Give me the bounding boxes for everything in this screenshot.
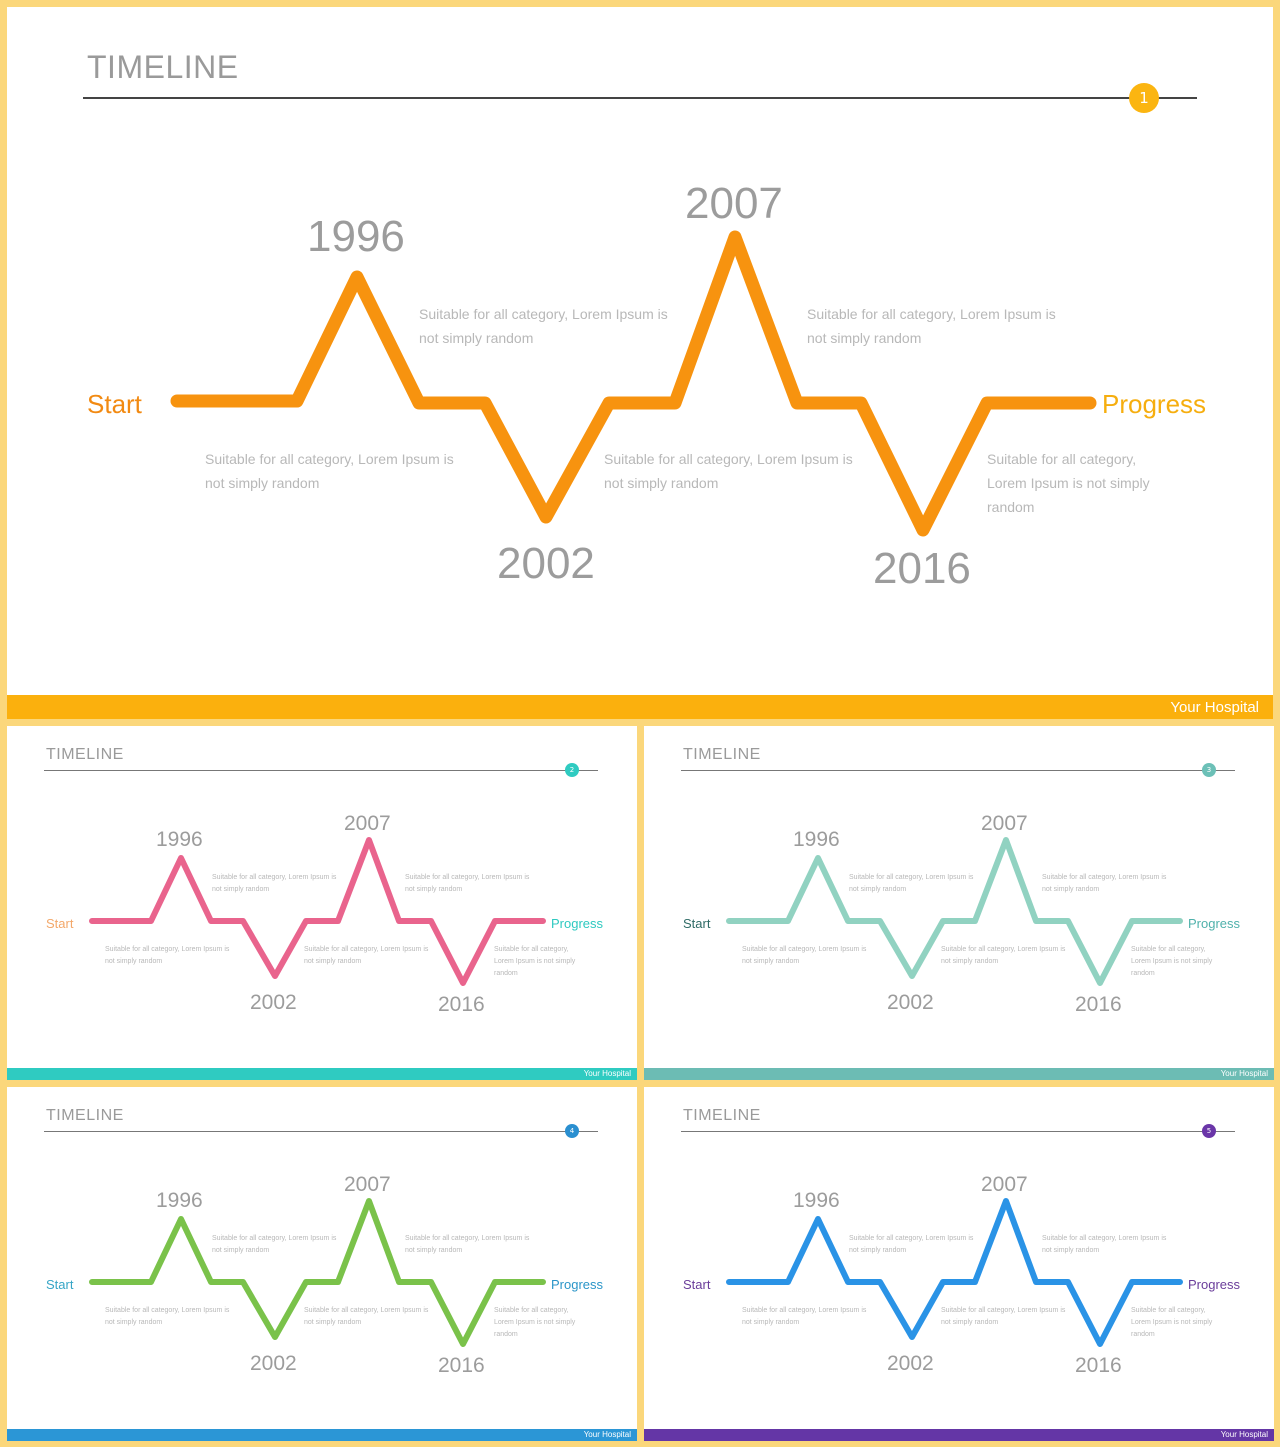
- year-2002: 2002: [250, 991, 297, 1014]
- description-text: Suitable for all category, Lorem Ipsum i…: [304, 946, 429, 965]
- footer-text: Your Hospital: [583, 1069, 631, 1078]
- description-text: Suitable for all category, Lorem Ipsum i…: [1131, 1307, 1213, 1338]
- year-2016: 2016: [438, 1354, 485, 1377]
- timeline-zigzag-line: [170, 230, 1097, 537]
- footer-bar: Your Hospital: [644, 1068, 1274, 1080]
- description-text: Suitable for all category, Lorem Ipsum i…: [941, 1307, 1066, 1326]
- footer-bar: Your Hospital: [7, 695, 1273, 719]
- start-label: Start: [46, 916, 74, 931]
- description-text: Suitable for all category, Lorem Ipsum i…: [212, 874, 337, 893]
- footer-bar: Your Hospital: [7, 1068, 637, 1080]
- description-text: Suitable for all category, Lorem Ipsum i…: [742, 1307, 867, 1326]
- year-1996: 1996: [156, 1189, 203, 1212]
- description-text: Suitable for all category, Lorem Ipsum i…: [419, 306, 668, 346]
- slide-title: TIMELINE: [683, 746, 761, 763]
- progress-label: Progress: [551, 916, 604, 931]
- slide-title: TIMELINE: [87, 49, 239, 85]
- footer-bar: Your Hospital: [644, 1429, 1274, 1441]
- description-text: Suitable for all category, Lorem Ipsum i…: [987, 451, 1150, 515]
- progress-label: Progress: [1102, 389, 1207, 419]
- year-2007: 2007: [685, 179, 783, 228]
- description-text: Suitable for all category, Lorem Ipsum i…: [849, 874, 974, 893]
- timeline-slide-2[interactable]: TIMELINE 2 Start Progress 1996 2002 2007…: [7, 726, 637, 1080]
- title-underline: [44, 1131, 598, 1132]
- timeline-slide-4[interactable]: TIMELINE 4 Start Progress 1996 2002 2007…: [7, 1087, 637, 1441]
- timeline-graphic: [726, 837, 1183, 986]
- description-text: Suitable for all category, Lorem Ipsum i…: [405, 874, 530, 893]
- description-text: Suitable for all category, Lorem Ipsum i…: [405, 1235, 530, 1254]
- slide-title: TIMELINE: [46, 1107, 124, 1124]
- year-1996: 1996: [156, 828, 203, 851]
- timeline-slide-3[interactable]: TIMELINE 3 Start Progress 1996 2002 2007…: [644, 726, 1274, 1080]
- year-1996: 1996: [307, 212, 405, 261]
- progress-label: Progress: [551, 1277, 604, 1292]
- description-text: Suitable for all category, Lorem Ipsum i…: [205, 451, 454, 491]
- slide-number-badge: 1: [1129, 83, 1159, 113]
- description-text: Suitable for all category, Lorem Ipsum i…: [742, 946, 867, 965]
- description-text: Suitable for all category, Lorem Ipsum i…: [1042, 1235, 1167, 1254]
- title-underline: [83, 97, 1197, 99]
- title-underline: [681, 1131, 1235, 1132]
- description-text: Suitable for all category, Lorem Ipsum i…: [807, 306, 1056, 346]
- description-text: Suitable for all category, Lorem Ipsum i…: [1131, 946, 1213, 977]
- year-2016: 2016: [1075, 993, 1122, 1016]
- timeline-zigzag-line: [89, 837, 546, 986]
- footer-text: Your Hospital: [583, 1430, 631, 1439]
- slide-number-badge: 3: [1202, 763, 1216, 777]
- year-2002: 2002: [887, 1352, 934, 1375]
- year-2002: 2002: [250, 1352, 297, 1375]
- slide-number-badge: 4: [565, 1124, 579, 1138]
- slide-title: TIMELINE: [46, 746, 124, 763]
- description-text: Suitable for all category, Lorem Ipsum i…: [105, 1307, 230, 1326]
- description-text: Suitable for all category, Lorem Ipsum i…: [212, 1235, 337, 1254]
- timeline-graphic: [726, 1198, 1183, 1347]
- timeline-slide-1[interactable]: TIMELINE 1 Start Progress 1996 2002 2007…: [7, 7, 1273, 719]
- year-2016: 2016: [438, 993, 485, 1016]
- start-label: Start: [87, 389, 142, 419]
- year-2002: 2002: [497, 539, 595, 588]
- timeline-graphic: [89, 837, 546, 986]
- footer-text: Your Hospital: [1170, 699, 1259, 716]
- progress-label: Progress: [1188, 916, 1241, 931]
- footer-text: Your Hospital: [1220, 1430, 1268, 1439]
- year-2007: 2007: [981, 812, 1028, 835]
- year-1996: 1996: [793, 828, 840, 851]
- year-2007: 2007: [981, 1173, 1028, 1196]
- description-text: Suitable for all category, Lorem Ipsum i…: [604, 451, 853, 491]
- timeline-zigzag-line: [89, 1198, 546, 1347]
- description-text: Suitable for all category, Lorem Ipsum i…: [849, 1235, 974, 1254]
- title-underline: [681, 770, 1235, 771]
- slide-number-badge: 5: [1202, 1124, 1216, 1138]
- title-underline: [44, 770, 598, 771]
- slide-number-badge: 2: [565, 763, 579, 777]
- description-text: Suitable for all category, Lorem Ipsum i…: [1042, 874, 1167, 893]
- footer-bar: Your Hospital: [7, 1429, 637, 1441]
- start-label: Start: [683, 1277, 711, 1292]
- slide-title: TIMELINE: [683, 1107, 761, 1124]
- timeline-zigzag-line: [726, 1198, 1183, 1347]
- timeline-slide-5[interactable]: TIMELINE 5 Start Progress 1996 2002 2007…: [644, 1087, 1274, 1441]
- year-2016: 2016: [1075, 1354, 1122, 1377]
- start-label: Start: [46, 1277, 74, 1292]
- timeline-graphic: [170, 230, 1097, 537]
- description-text: Suitable for all category, Lorem Ipsum i…: [304, 1307, 429, 1326]
- description-text: Suitable for all category, Lorem Ipsum i…: [941, 946, 1066, 965]
- progress-label: Progress: [1188, 1277, 1241, 1292]
- description-text: Suitable for all category, Lorem Ipsum i…: [494, 1307, 576, 1338]
- timeline-zigzag-line: [726, 837, 1183, 986]
- year-2007: 2007: [344, 1173, 391, 1196]
- start-label: Start: [683, 916, 711, 931]
- description-text: Suitable for all category, Lorem Ipsum i…: [105, 946, 230, 965]
- year-2016: 2016: [873, 544, 971, 593]
- description-text: Suitable for all category, Lorem Ipsum i…: [494, 946, 576, 977]
- year-2007: 2007: [344, 812, 391, 835]
- year-1996: 1996: [793, 1189, 840, 1212]
- footer-text: Your Hospital: [1220, 1069, 1268, 1078]
- timeline-graphic: [89, 1198, 546, 1347]
- year-2002: 2002: [887, 991, 934, 1014]
